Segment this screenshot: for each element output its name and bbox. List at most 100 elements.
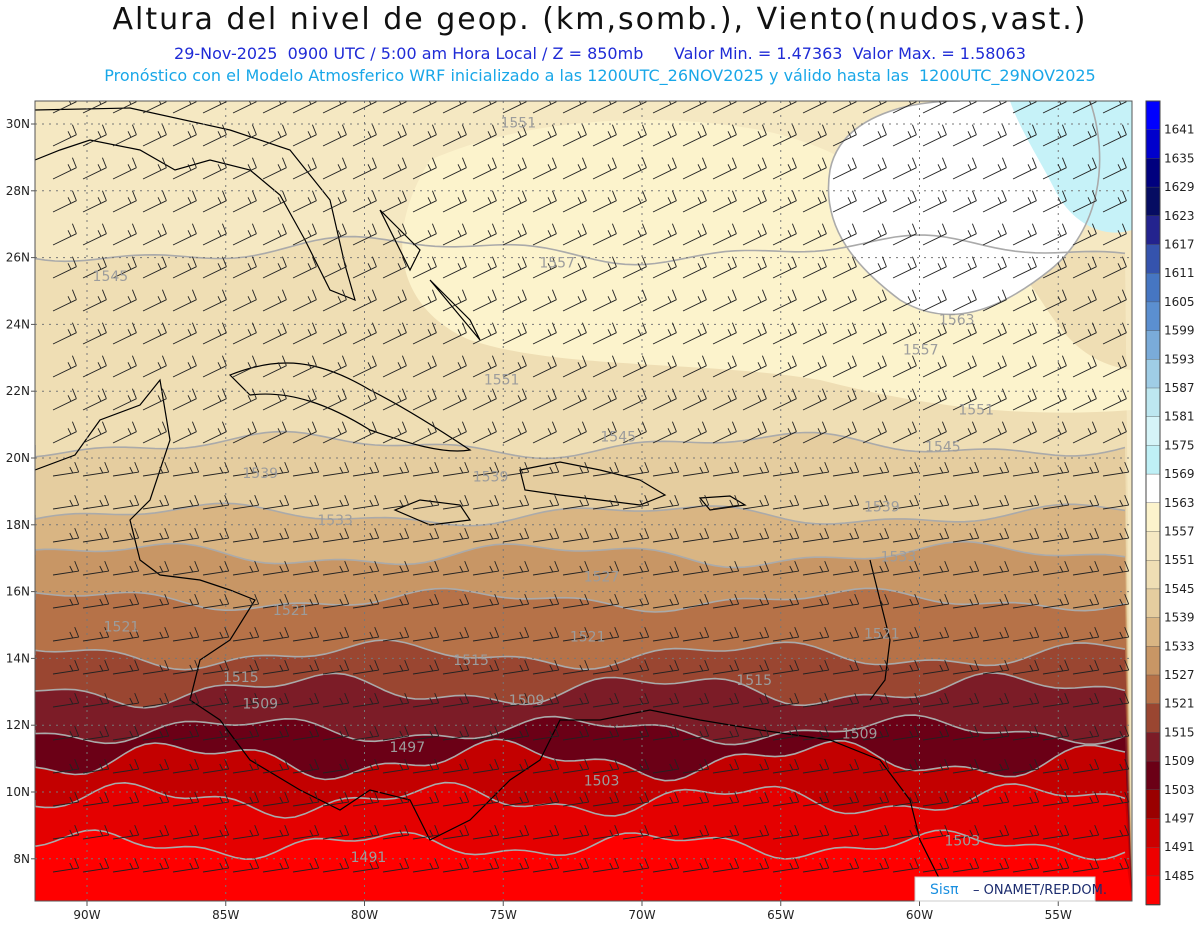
wind-barb-feather [429, 598, 434, 606]
wind-barb-feather [579, 499, 584, 507]
wind-barb-feather [967, 263, 972, 270]
wind-barb-feather [907, 230, 912, 237]
wind-barb-feather [344, 659, 350, 671]
wind-barb-feather [731, 157, 737, 168]
wind-barb [922, 669, 949, 675]
wind-barb-feather [367, 131, 372, 138]
wind-barb-feather [284, 659, 290, 671]
wind-barb-feather [757, 395, 762, 402]
wind-barb-feather [401, 289, 407, 300]
wind-barb-feather [131, 190, 137, 201]
wind-barb-feather [637, 263, 642, 270]
wind-barb-feather [1031, 388, 1037, 399]
wind-barb-feather [135, 101, 137, 102]
colorbar-label: 1533 [1164, 639, 1195, 653]
wind-barb-feather [877, 164, 882, 171]
wind-barb [832, 398, 857, 411]
wind-barb [982, 570, 1009, 576]
wind-barb-feather [971, 124, 977, 135]
wind-barb [52, 636, 79, 642]
wind-barb-feather [127, 263, 132, 270]
wind-barb [202, 768, 229, 774]
wind-barb-feather [254, 626, 260, 638]
wind-barb-feather [975, 101, 977, 102]
wind-barb-feather [999, 796, 1004, 804]
wind-barb [172, 233, 197, 246]
wind-barb [862, 101, 887, 114]
wind-barb-feather [944, 857, 950, 869]
wind-barb-feather [1064, 758, 1070, 770]
wind-barb-feather [309, 796, 314, 804]
wind-barb-feather [74, 791, 80, 803]
wind-barb [172, 834, 199, 840]
wind-barb-feather [97, 230, 102, 237]
wind-barb-feather [787, 329, 792, 336]
wind-barb [232, 332, 257, 345]
contour-line [35, 672, 1126, 709]
wind-barb-feather [399, 730, 404, 738]
wind-barb-feather [284, 725, 290, 737]
wind-barb [652, 398, 677, 411]
wind-barb-feather [134, 791, 140, 803]
wind-barb [82, 167, 107, 180]
wind-barb-feather [369, 697, 374, 705]
wind-barb-feather [909, 796, 914, 804]
wind-barb-feather [761, 388, 767, 399]
wind-barb-feather [1124, 527, 1130, 539]
wind-barb-feather [854, 824, 860, 836]
wind-barb-feather [674, 692, 680, 704]
wind-barb-feather [667, 263, 672, 270]
wind-barb [502, 398, 527, 411]
wind-barb-feather [641, 322, 647, 333]
wind-barb [1072, 834, 1099, 840]
wind-barb-feather [131, 322, 137, 333]
wind-barb-feather [667, 395, 672, 402]
contour-line [35, 829, 1126, 861]
wind-barb-feather [284, 791, 290, 803]
wind-barb-feather [701, 322, 707, 333]
wind-barb-feather [701, 421, 707, 432]
colorbar-swatch [1145, 732, 1161, 762]
wind-barb-feather [129, 598, 134, 606]
wind-barb-feather [254, 659, 260, 671]
wind-barb-feather [339, 829, 344, 837]
wind-barb-feather [97, 428, 102, 435]
wind-barb-feather [524, 791, 530, 803]
wind-barb-feather [824, 527, 830, 539]
wind-barb-feather [794, 560, 800, 572]
wind-barb-feather [1029, 532, 1034, 540]
wind-barb-feather [914, 560, 920, 572]
wind-barb [562, 801, 589, 807]
wind-barb [532, 603, 559, 609]
wind-barb-feather [849, 598, 854, 606]
wind-barb [322, 431, 347, 444]
wind-barb-feather [217, 296, 222, 303]
shade-1563 [828, 101, 1100, 315]
wind-barb-feather [704, 626, 710, 638]
wind-barb [1012, 801, 1039, 807]
wind-barb [82, 768, 109, 774]
wind-barb-feather [614, 725, 620, 737]
wind-barb-feather [729, 796, 734, 804]
wind-barb-feather [1001, 223, 1007, 234]
wind-barb-feather [699, 664, 704, 672]
wind-barb-feather [729, 697, 734, 705]
wind-barb-feather [524, 758, 530, 770]
wind-barb-feather [157, 263, 162, 270]
wind-barb-feather [1124, 560, 1130, 572]
wind-barb [1072, 134, 1097, 147]
wind-barb [142, 167, 167, 180]
wind-barb-feather [517, 164, 522, 171]
wind-barb-feather [494, 824, 500, 836]
wind-barb-feather [224, 692, 230, 704]
wind-barb-feather [69, 829, 74, 837]
wind-barb-feather [877, 263, 882, 270]
wind-barb-feather [284, 494, 290, 506]
wind-barb [202, 299, 227, 312]
wind-barb [382, 801, 409, 807]
wind-barb [112, 134, 137, 147]
wind-barb-feather [847, 197, 852, 204]
wind-barb [202, 735, 229, 741]
wind-barb [982, 735, 1009, 741]
wind-barb [922, 735, 949, 741]
